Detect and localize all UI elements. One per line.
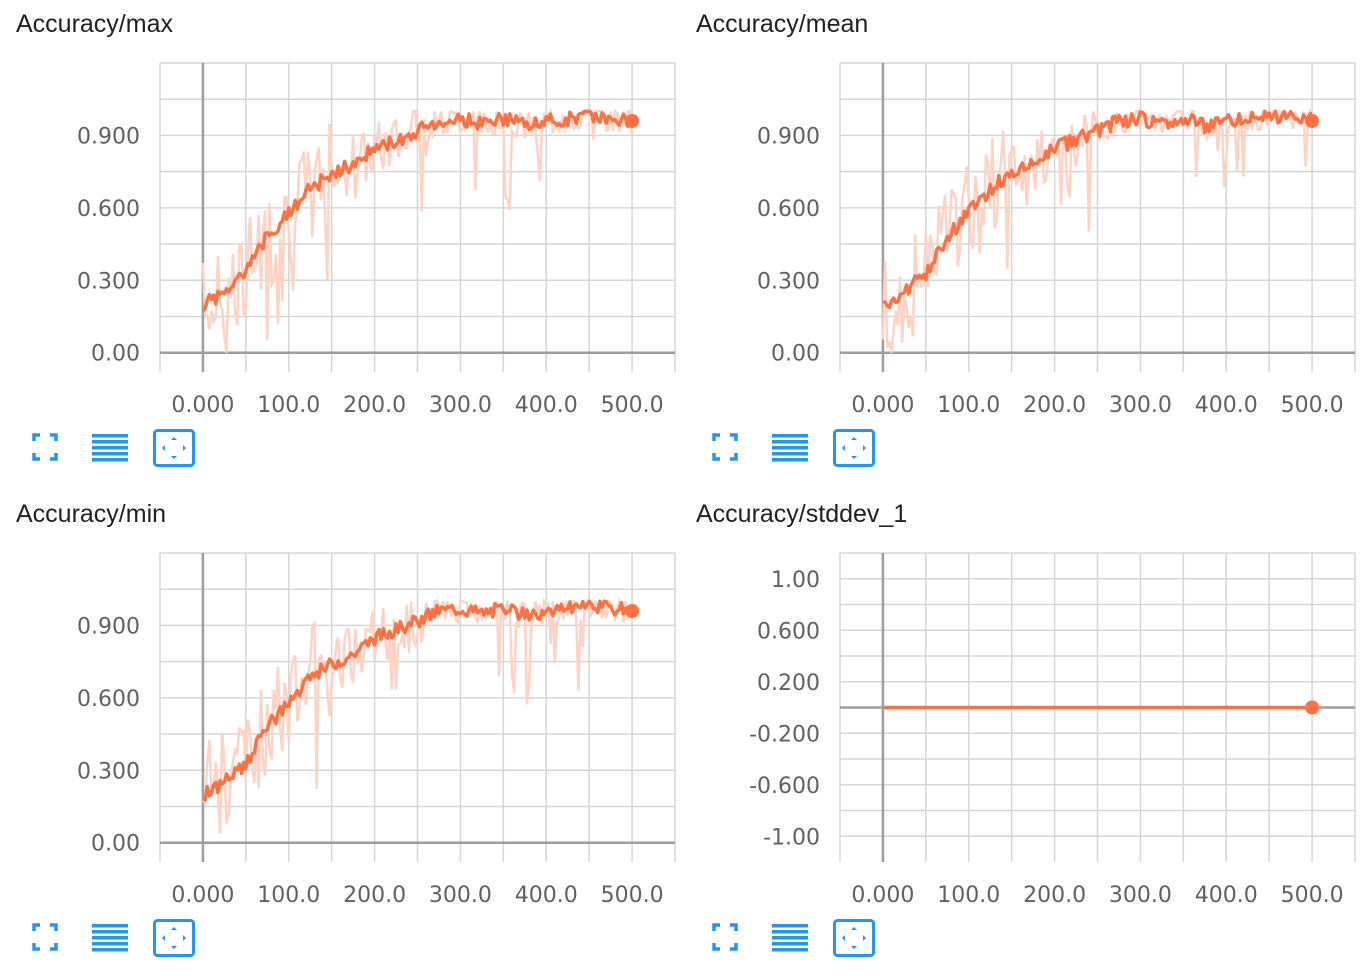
chart-title: Accuracy/max	[16, 10, 173, 38]
x-tick-label: 200.0	[1023, 883, 1086, 908]
x-tick-label: 500.0	[1281, 393, 1344, 418]
fullscreen-icon	[32, 433, 58, 461]
chart-card-accuracy-min: 0.000 100.0 200.0 300.0 400.0 500.0 0.00 0.300 0…	[0, 490, 680, 976]
series-line	[201, 599, 634, 802]
x-tick-label: 400.0	[515, 883, 578, 908]
x-tick-label: 400.0	[1195, 883, 1258, 908]
fullscreen-icon	[32, 923, 58, 951]
fit-domain-button[interactable]	[152, 428, 196, 468]
last-point-marker[interactable]	[625, 113, 640, 128]
y-tick-label: 0.200	[757, 671, 820, 696]
fullscreen-button[interactable]	[26, 918, 70, 958]
x-tick-label: 200.0	[1023, 393, 1086, 418]
y-tick-label: 0.300	[757, 269, 820, 294]
chart-title: Accuracy/mean	[696, 10, 869, 38]
x-tick-label: 500.0	[1281, 883, 1344, 908]
y-tick-label: 0.600	[77, 197, 140, 222]
x-tick-label: 400.0	[1195, 393, 1258, 418]
data-table-button[interactable]	[88, 918, 132, 958]
chart-card-accuracy-stddev: 0.000 100.0 200.0 300.0 400.0 500.0 1.00 0.600 0…	[680, 490, 1360, 976]
x-tick-label: 0.000	[851, 883, 914, 908]
fit-domain-button[interactable]	[152, 918, 196, 958]
chart-title: Accuracy/min	[16, 500, 167, 528]
y-tick-label: 0.600	[77, 687, 140, 712]
y-tick-label: 1.00	[771, 568, 820, 593]
x-tick-label: 0.000	[851, 393, 914, 418]
x-tick-label: 400.0	[515, 393, 578, 418]
y-tick-label: 0.00	[771, 342, 820, 367]
data-table-icon	[772, 434, 808, 462]
y-tick-label: 0.900	[77, 614, 140, 639]
chart-title: Accuracy/stddev_1	[696, 500, 908, 528]
chart-svg[interactable]: 0.000 100.0 200.0 300.0 400.0 500.0 1.00 0.600 0…	[680, 490, 1360, 976]
y-tick-label: -0.600	[749, 774, 820, 799]
y-tick-label: 0.00	[91, 342, 140, 367]
fullscreen-icon	[712, 923, 738, 951]
fit-domain-button[interactable]	[832, 918, 876, 958]
x-tick-label: 500.0	[601, 393, 664, 418]
x-tick-label: 300.0	[429, 883, 492, 908]
data-table-icon	[772, 924, 808, 952]
fullscreen-button[interactable]	[706, 428, 750, 468]
fit-domain-icon	[153, 429, 195, 467]
last-point-marker[interactable]	[1305, 113, 1320, 128]
y-tick-label: 0.600	[757, 619, 820, 644]
fullscreen-button[interactable]	[26, 428, 70, 468]
y-tick-label: 0.900	[757, 124, 820, 149]
x-tick-label: 300.0	[1109, 393, 1172, 418]
fit-domain-icon	[833, 429, 875, 467]
data-table-button[interactable]	[768, 428, 812, 468]
x-tick-label: 0.000	[171, 883, 234, 908]
chart-svg[interactable]: 0.000 100.0 200.0 300.0 400.0 500.0 0.00 0.300 0…	[0, 0, 680, 486]
x-tick-label: 200.0	[343, 883, 406, 908]
chart-svg[interactable]: 0.000 100.0 200.0 300.0 400.0 500.0 0.00 0.300 0…	[0, 490, 680, 976]
x-tick-label: 200.0	[343, 393, 406, 418]
last-point-marker[interactable]	[1305, 700, 1320, 715]
series-line	[882, 109, 1313, 310]
chart-svg[interactable]: 0.000 100.0 200.0 300.0 400.0 500.0 0.00 0.300 0…	[680, 0, 1360, 486]
data-table-icon	[92, 434, 128, 462]
x-tick-label: 100.0	[257, 393, 320, 418]
y-tick-label: 0.300	[77, 759, 140, 784]
x-tick-label: 100.0	[937, 883, 1000, 908]
y-tick-label: -1.00	[763, 825, 820, 850]
y-tick-label: 0.900	[77, 124, 140, 149]
x-tick-label: 0.000	[171, 393, 234, 418]
x-tick-label: 100.0	[937, 393, 1000, 418]
series-line	[201, 109, 634, 312]
last-point-marker[interactable]	[625, 603, 640, 618]
chart-card-accuracy-mean: 0.000 100.0 200.0 300.0 400.0 500.0 0.00 0.300 0…	[680, 0, 1360, 486]
y-tick-label: 0.00	[91, 832, 140, 857]
data-table-button[interactable]	[768, 918, 812, 958]
y-tick-label: 0.600	[757, 197, 820, 222]
fit-domain-icon	[833, 919, 875, 957]
x-tick-label: 500.0	[601, 883, 664, 908]
fullscreen-icon	[712, 433, 738, 461]
fit-domain-button[interactable]	[832, 428, 876, 468]
data-table-button[interactable]	[88, 428, 132, 468]
x-tick-label: 300.0	[1109, 883, 1172, 908]
x-tick-label: 300.0	[429, 393, 492, 418]
fit-domain-icon	[153, 919, 195, 957]
fullscreen-button[interactable]	[706, 918, 750, 958]
y-tick-label: -0.200	[749, 722, 820, 747]
chart-card-accuracy-max: 0.000 100.0 200.0 300.0 400.0 500.0 0.00 0.300 0…	[0, 0, 680, 486]
x-tick-label: 100.0	[257, 883, 320, 908]
data-table-icon	[92, 924, 128, 952]
y-tick-label: 0.300	[77, 269, 140, 294]
